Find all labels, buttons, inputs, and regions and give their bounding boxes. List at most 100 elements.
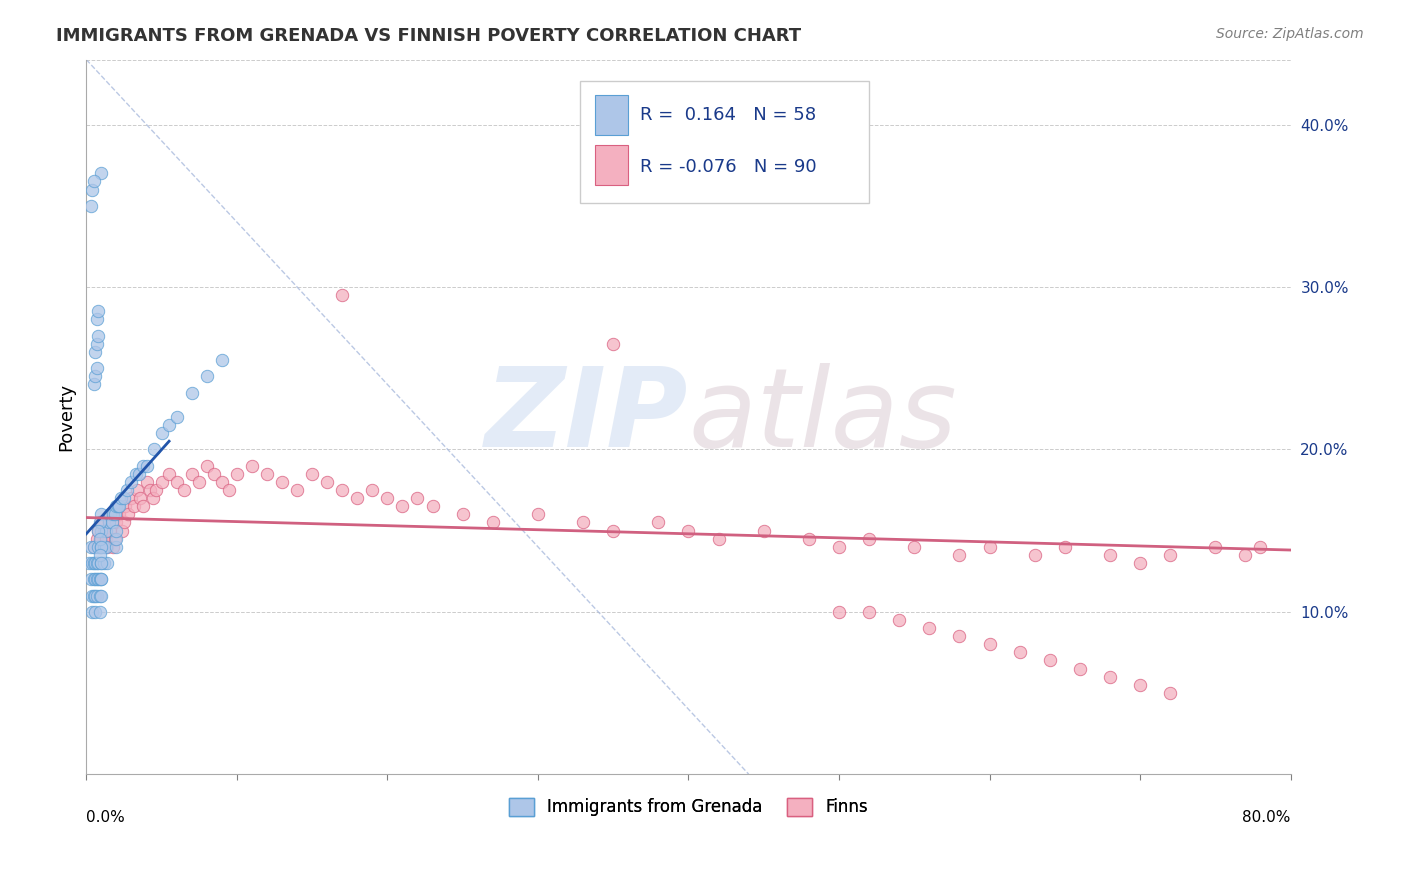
Point — [211, 353, 233, 368]
Text: atlas: atlas — [689, 363, 957, 470]
Point — [101, 516, 124, 530]
Point — [481, 516, 503, 530]
Point — [104, 532, 127, 546]
FancyBboxPatch shape — [581, 81, 869, 202]
Point — [180, 385, 202, 400]
Point — [330, 483, 353, 497]
Point — [82, 182, 104, 196]
Point — [93, 540, 115, 554]
Point — [90, 572, 112, 586]
Point — [84, 605, 107, 619]
Point — [86, 556, 108, 570]
Point — [124, 499, 146, 513]
Point — [948, 548, 970, 562]
Point — [90, 532, 112, 546]
Point — [82, 605, 104, 619]
Point — [97, 516, 120, 530]
Point — [145, 483, 167, 497]
Point — [105, 499, 128, 513]
Point — [87, 524, 110, 538]
Y-axis label: Poverty: Poverty — [58, 383, 75, 451]
Point — [1053, 540, 1076, 554]
Point — [90, 556, 112, 570]
Point — [83, 174, 105, 188]
Point — [90, 572, 112, 586]
Point — [1159, 548, 1181, 562]
Point — [256, 467, 278, 481]
Point — [202, 467, 225, 481]
Point — [97, 516, 120, 530]
Point — [330, 288, 353, 302]
Point — [86, 361, 108, 376]
Point — [218, 483, 240, 497]
Point — [89, 572, 111, 586]
Text: R =  0.164   N = 58: R = 0.164 N = 58 — [640, 106, 817, 124]
Point — [406, 491, 429, 505]
Text: Source: ZipAtlas.com: Source: ZipAtlas.com — [1216, 27, 1364, 41]
Point — [948, 629, 970, 643]
Point — [918, 621, 941, 635]
Point — [166, 475, 188, 489]
Point — [89, 532, 111, 546]
Point — [1039, 653, 1062, 667]
Point — [105, 516, 128, 530]
Point — [83, 556, 105, 570]
Text: IMMIGRANTS FROM GRENADA VS FINNISH POVERTY CORRELATION CHART: IMMIGRANTS FROM GRENADA VS FINNISH POVER… — [56, 27, 801, 45]
Point — [89, 516, 111, 530]
Point — [346, 491, 368, 505]
Point — [188, 475, 211, 489]
Point — [89, 540, 111, 554]
Point — [979, 540, 1001, 554]
Point — [572, 516, 595, 530]
Point — [225, 467, 247, 481]
Point — [87, 572, 110, 586]
Point — [752, 524, 775, 538]
Point — [82, 556, 104, 570]
Point — [105, 524, 128, 538]
Point — [90, 540, 112, 554]
Point — [271, 475, 294, 489]
Point — [86, 572, 108, 586]
Point — [132, 458, 155, 473]
Point — [1008, 645, 1031, 659]
Point — [87, 556, 110, 570]
Point — [120, 491, 142, 505]
Point — [83, 540, 105, 554]
Point — [93, 556, 115, 570]
Point — [87, 524, 110, 538]
Point — [1069, 662, 1091, 676]
Point — [84, 345, 107, 359]
Point — [150, 426, 173, 441]
Point — [132, 499, 155, 513]
Point — [828, 605, 851, 619]
Point — [166, 409, 188, 424]
Point — [83, 540, 105, 554]
Point — [135, 458, 157, 473]
Point — [90, 166, 112, 180]
Point — [678, 524, 700, 538]
Point — [858, 532, 880, 546]
Text: 0.0%: 0.0% — [86, 810, 125, 825]
Point — [108, 499, 131, 513]
Point — [150, 475, 173, 489]
Point — [377, 491, 399, 505]
Point — [129, 491, 152, 505]
Text: R = -0.076   N = 90: R = -0.076 N = 90 — [640, 158, 817, 176]
Point — [114, 499, 136, 513]
Point — [647, 516, 669, 530]
Point — [143, 442, 166, 457]
Point — [89, 589, 111, 603]
Point — [89, 605, 111, 619]
FancyBboxPatch shape — [595, 95, 628, 135]
Point — [83, 377, 105, 392]
Point — [117, 508, 139, 522]
Point — [101, 508, 124, 522]
Point — [1234, 548, 1257, 562]
Point — [90, 540, 112, 554]
Point — [83, 589, 105, 603]
Point — [527, 508, 550, 522]
Point — [391, 499, 413, 513]
Point — [240, 458, 263, 473]
Point — [80, 540, 103, 554]
Point — [157, 467, 180, 481]
